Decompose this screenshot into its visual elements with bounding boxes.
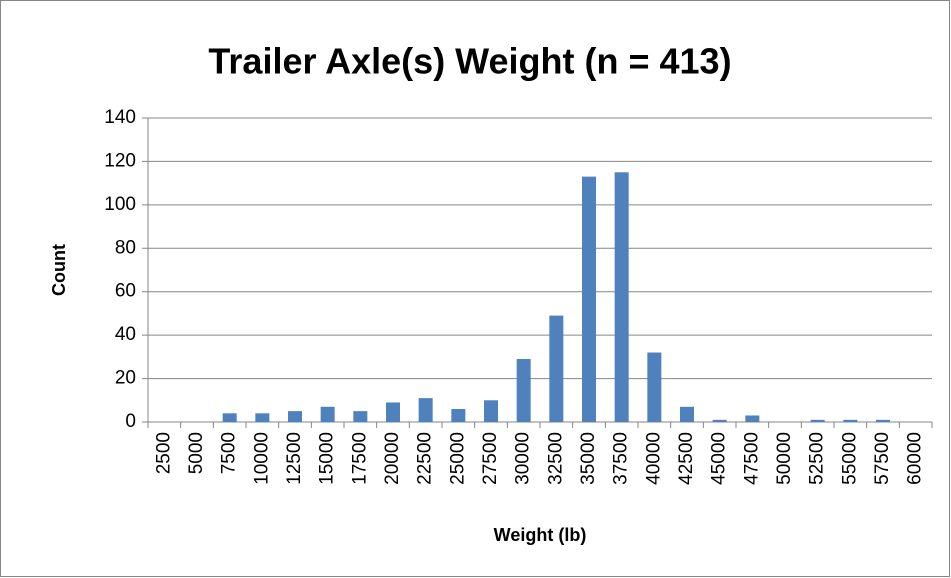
bar [810,419,825,422]
x-tick-label: 37500 [611,432,632,485]
x-tick-label: 2500 [153,432,174,474]
x-tick-label: 52500 [807,432,828,485]
x-tick-label: 40000 [643,432,664,485]
bar [222,413,237,422]
bar [680,406,694,422]
bar [516,359,531,422]
y-tick-label: 80 [115,237,136,258]
x-tick-label: 50000 [774,432,795,485]
x-tick-label: 30000 [513,432,534,485]
bar [876,419,890,422]
y-tick-label: 100 [104,194,136,215]
bar [484,400,498,422]
x-tick-label: 32500 [545,432,566,485]
bar [320,406,335,422]
y-tick-label: 120 [104,150,136,171]
y-tick-label: 20 [115,368,136,389]
bar [288,411,302,422]
x-tick-label: 7500 [219,432,240,474]
x-tick-label: 17500 [349,432,370,485]
x-tick-label: 47500 [741,432,762,485]
x-tick-label: 10000 [251,432,272,485]
x-tick-label: 45000 [709,432,730,485]
bar [549,315,564,422]
x-tick-label: 57500 [872,432,893,485]
bar [418,398,433,422]
y-tick-label: 60 [115,281,136,302]
x-axis-title: Weight (lb) [494,525,587,545]
bar [386,402,400,422]
bar [614,172,629,422]
bar [712,419,727,422]
bar [353,411,368,422]
bar [745,415,760,422]
bar [843,419,858,422]
x-tick-label: 15000 [317,432,338,485]
x-tick-label: 55000 [839,432,860,485]
bar [647,352,662,422]
x-tick-label: 42500 [676,432,697,485]
x-tick-label: 5000 [186,432,207,474]
y-tick-label: 140 [104,107,136,128]
y-tick-label: 0 [125,411,136,432]
y-axis-title: Count [49,244,69,296]
bar [255,413,270,422]
x-tick-label: 35000 [578,432,599,485]
chart-title: Trailer Axle(s) Weight (n = 413) [208,41,731,82]
x-tick-label: 27500 [480,432,501,485]
x-tick-label: 12500 [284,432,305,485]
y-tick-label: 40 [115,324,136,345]
x-tick-label: 60000 [905,432,926,485]
x-tick-label: 20000 [382,432,403,485]
bar [582,176,596,422]
x-tick-label: 25000 [447,432,468,485]
bar [451,408,466,422]
x-tick-label: 22500 [415,432,436,485]
